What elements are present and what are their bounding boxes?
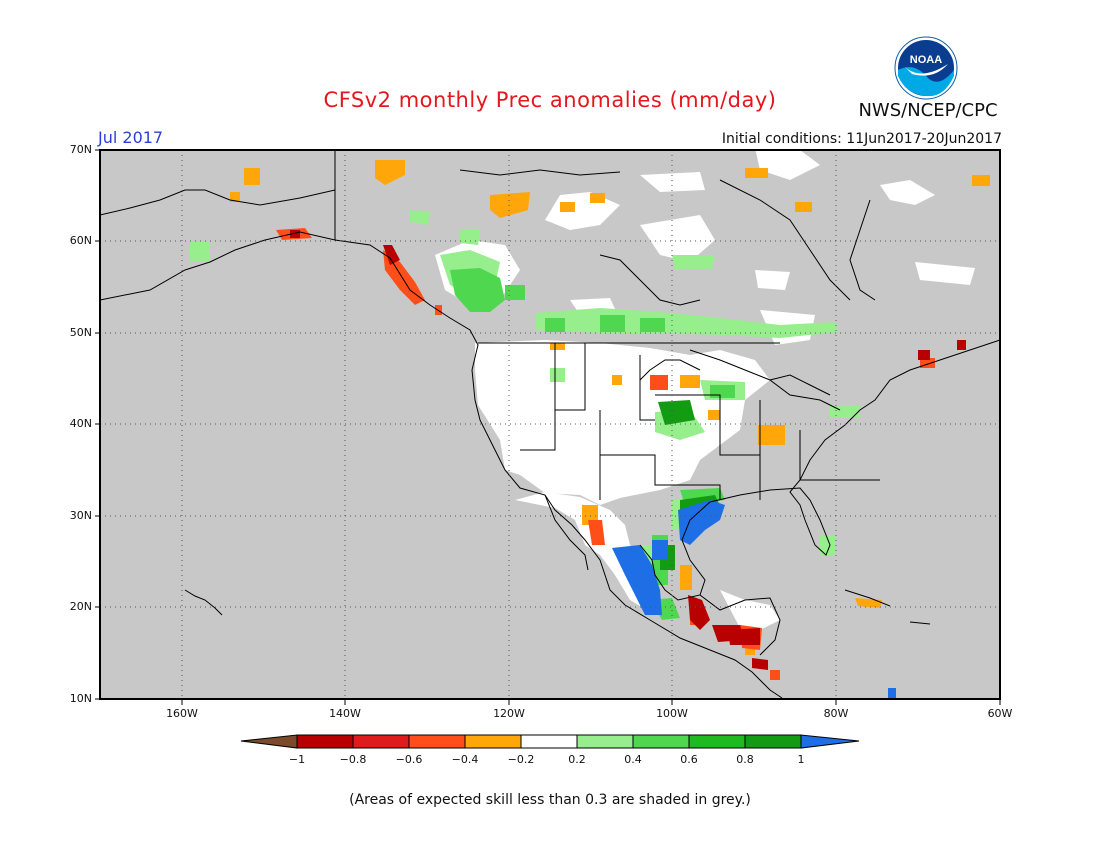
legend-tick-p08: 0.8 [736,753,754,766]
lon-label-80w: 80W [823,707,849,720]
lat-label-20n: 20N [69,600,92,613]
color-legend-bar [240,734,860,749]
lon-label-140w: 140W [329,707,361,720]
skill-footnote: (Areas of expected skill less than 0.3 a… [349,792,751,808]
lon-label-160w: 160W [166,707,198,720]
legend-swatch-m04-m02 [464,734,522,749]
legend-tick-m08: −0.8 [339,753,367,766]
legend-swatch-lt-m1 [240,734,298,749]
anomaly-dark-red [290,230,966,670]
legend-swatch-m06-m04 [408,734,466,749]
graticule [100,150,1000,699]
noaa-logo-text: NOAA [910,54,942,66]
lon-label-60w: 60W [987,707,1013,720]
legend-swatch-m1-m08 [296,734,354,749]
legend-tick-m04: −0.4 [451,753,479,766]
lat-label-70n: 70N [69,143,92,156]
legend-tick-p02: 0.2 [568,753,586,766]
legend-tick-m1: −1 [288,753,306,766]
axis-ticks [95,149,1001,705]
anomaly-blue [612,500,896,698]
legend-swatch-p02-04 [576,734,634,749]
lon-label-100w: 100W [656,707,688,720]
legend-swatch-m08-m06 [352,734,410,749]
legend-tick-m06: −0.6 [395,753,423,766]
legend-tick-p04: 0.4 [624,753,642,766]
lat-label-60n: 60N [69,234,92,247]
forecast-month: Jul 2017 [98,128,164,147]
legend-tick-p06: 0.6 [680,753,698,766]
legend-swatch-p04-06 [632,734,690,749]
lat-label-50n: 50N [69,326,92,339]
lat-label-10n: 10N [69,692,92,705]
lon-label-120w: 120W [493,707,525,720]
legend-swatch-m02-02 [520,734,578,749]
legend-swatch-p06-08 [688,734,746,749]
legend-tick-p1: 1 [797,753,805,766]
org-label: NWS/NCEP/CPC [858,100,998,121]
anomaly-white-areas [435,148,975,630]
lat-label-30n: 30N [69,509,92,522]
coastlines [99,150,1001,699]
lat-label-40n: 40N [69,417,92,430]
initial-conditions: Initial conditions: 11Jun2017-20Jun2017 [721,131,1002,147]
legend-tick-m02: −0.2 [507,753,535,766]
noaa-logo-icon: NOAA [894,36,958,100]
map-title: CFSv2 monthly Prec anomalies (mm/day) [323,88,777,112]
legend-swatch-gt-1 [800,734,860,749]
legend-swatch-p08-1 [744,734,802,749]
